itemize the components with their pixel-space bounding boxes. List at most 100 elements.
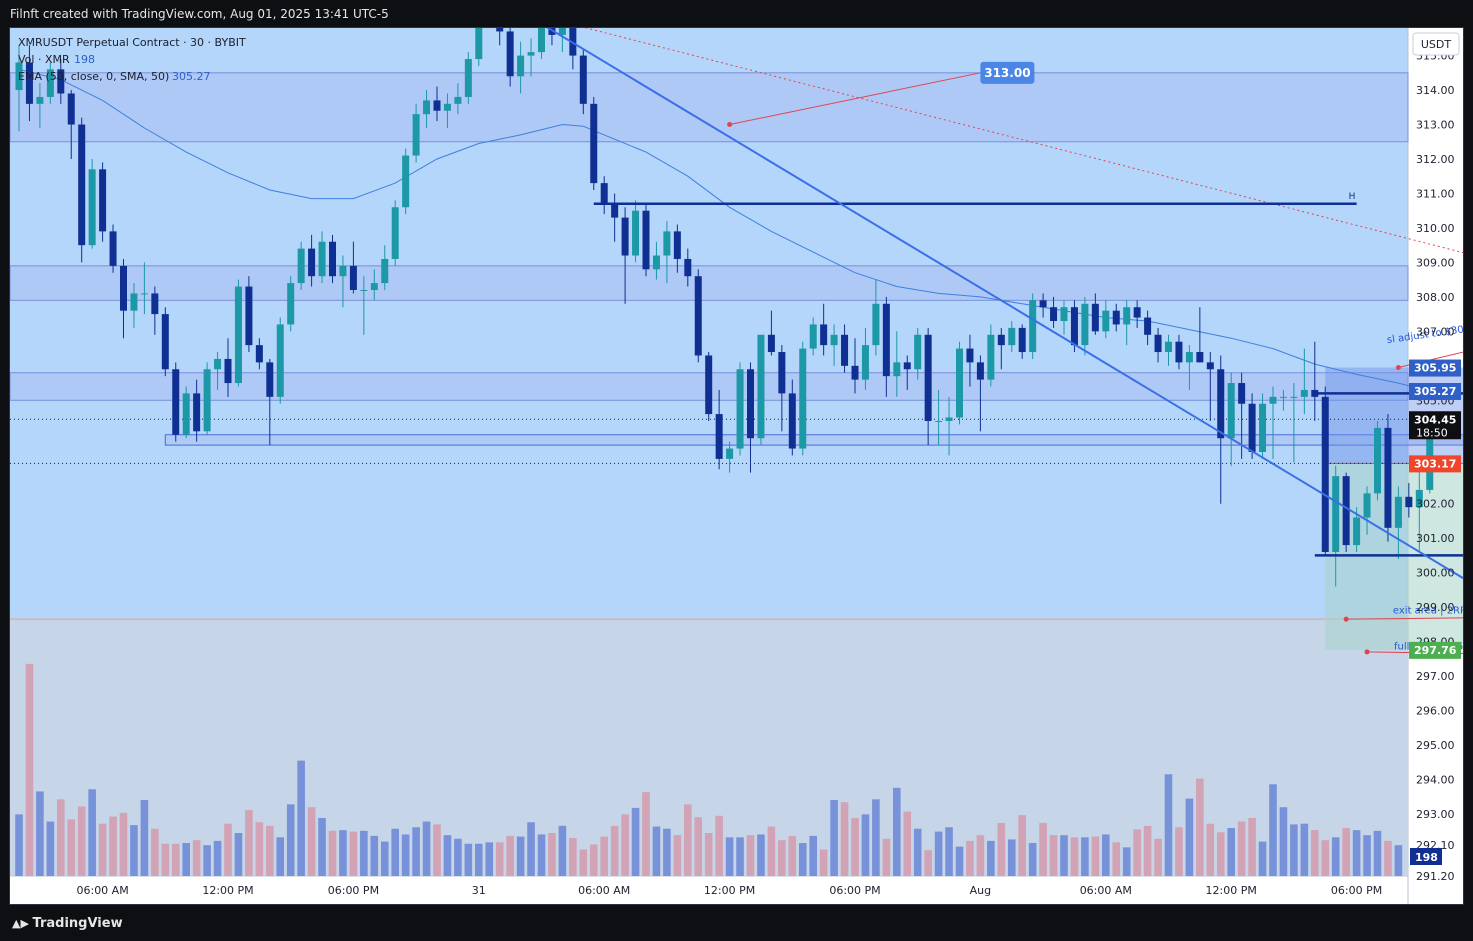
volume-bar	[360, 830, 368, 876]
volume-bar	[1112, 842, 1121, 876]
callout-anchor-dot	[1364, 649, 1370, 655]
volume-bar	[558, 825, 567, 876]
time-axis-label: 06:00 AM	[76, 884, 128, 897]
candle-body	[673, 231, 681, 259]
volume-bar	[840, 802, 849, 876]
volume-bar	[464, 843, 473, 876]
blue-trendline[interactable]	[530, 16, 1473, 621]
level-label-h: H	[1349, 192, 1356, 202]
candle-body	[161, 314, 169, 370]
volume-bar	[882, 838, 891, 876]
candle-body	[1112, 310, 1120, 325]
candle-body	[151, 293, 159, 315]
volume-bar	[642, 792, 650, 876]
candle-body	[757, 334, 765, 439]
candle-body	[882, 303, 890, 377]
volume-bar	[1363, 835, 1371, 876]
candle-body	[1144, 317, 1152, 335]
footer: ▲▶ TradingView	[0, 906, 1473, 941]
price-axis-tick: 309.00	[1416, 256, 1455, 269]
candle-body	[412, 114, 420, 156]
price-axis-tick: 313.00	[1416, 119, 1455, 132]
candle-body	[402, 155, 410, 208]
price-tag-box	[1409, 455, 1461, 473]
candle-body	[36, 96, 44, 104]
candle-body	[130, 293, 138, 311]
candle-body	[1154, 334, 1162, 353]
volume-bar	[192, 840, 201, 876]
candle-body	[558, 14, 566, 35]
currency-button[interactable]: USDT	[1412, 32, 1460, 56]
volume-bar	[15, 814, 23, 876]
support-box	[164, 434, 1473, 446]
candle-body	[611, 203, 619, 218]
price-axis-tick: 297.00	[1416, 670, 1455, 683]
candle-body	[694, 276, 702, 356]
volume-bar	[851, 817, 859, 876]
candle-body	[266, 362, 274, 397]
time-axis-label: 06:00 AM	[578, 884, 630, 897]
volume-bar	[255, 822, 264, 876]
volume-bar	[537, 834, 546, 876]
candle-body	[820, 324, 828, 346]
candle-body	[297, 248, 305, 284]
candle-body	[1039, 300, 1047, 308]
volume-bar	[945, 827, 953, 876]
time-axis-label: 12:00 PM	[1206, 884, 1257, 897]
candle-body	[569, 14, 577, 56]
volume-bar	[631, 807, 640, 876]
candle-body	[339, 265, 347, 277]
candle-body	[799, 348, 807, 449]
candle-body	[1165, 341, 1172, 353]
volume-bar	[684, 804, 692, 876]
volume-bar	[1269, 784, 1277, 876]
candle-body	[851, 365, 859, 380]
volume-bar	[422, 821, 431, 876]
candle-body	[193, 393, 201, 432]
currency-button-label: USDT	[1421, 38, 1452, 51]
candle-body	[1102, 310, 1110, 332]
volume-tag-value: 198	[1415, 851, 1438, 864]
volume-bar	[903, 811, 912, 876]
legend-symbol: XMRUSDT Perpetual Contract · 30 · BYBIT	[18, 36, 246, 49]
candle-body	[1070, 307, 1078, 346]
price-tag-box	[1409, 411, 1461, 440]
candle-body	[893, 362, 901, 377]
candle-body	[1384, 427, 1392, 528]
candle-body	[1060, 307, 1068, 322]
candle-body	[1175, 341, 1183, 363]
candle-body	[903, 362, 911, 370]
volume-bar	[370, 835, 379, 876]
candle-body	[15, 62, 23, 91]
volume-bar	[1300, 823, 1309, 876]
price-tag-value: 304.45	[1414, 413, 1456, 426]
volume-bar	[516, 836, 525, 876]
candle-body	[245, 286, 253, 346]
price-axis-tick: 295.00	[1416, 739, 1455, 752]
volume-bar	[266, 825, 274, 876]
volume-bar	[1342, 827, 1350, 876]
candle-body	[496, 14, 504, 32]
candle-body	[360, 289, 368, 291]
candle-body	[25, 62, 33, 104]
red-dashed-trendline[interactable]	[478, 0, 1473, 300]
tradingview-logo[interactable]: ▲▶ TradingView	[12, 906, 123, 941]
candle-body	[391, 207, 399, 259]
volume-bar	[1352, 830, 1361, 876]
candle-body	[747, 369, 754, 439]
candle-body	[956, 348, 963, 418]
volume-bar	[1216, 832, 1225, 876]
price-tag-303-17: 303.17	[1409, 455, 1461, 473]
time-axis-label: Aug	[970, 884, 991, 897]
volume-bar	[736, 837, 744, 876]
callout-line	[1346, 617, 1473, 620]
candle-body	[109, 231, 117, 266]
volume-bar	[1237, 821, 1246, 876]
time-axis-label: 06:00 PM	[328, 884, 379, 897]
callout-313-00[interactable]: 313.00	[980, 61, 1035, 84]
volume-bar	[610, 825, 619, 876]
volume-tag: 198	[1410, 848, 1442, 865]
volume-bar	[966, 840, 974, 876]
